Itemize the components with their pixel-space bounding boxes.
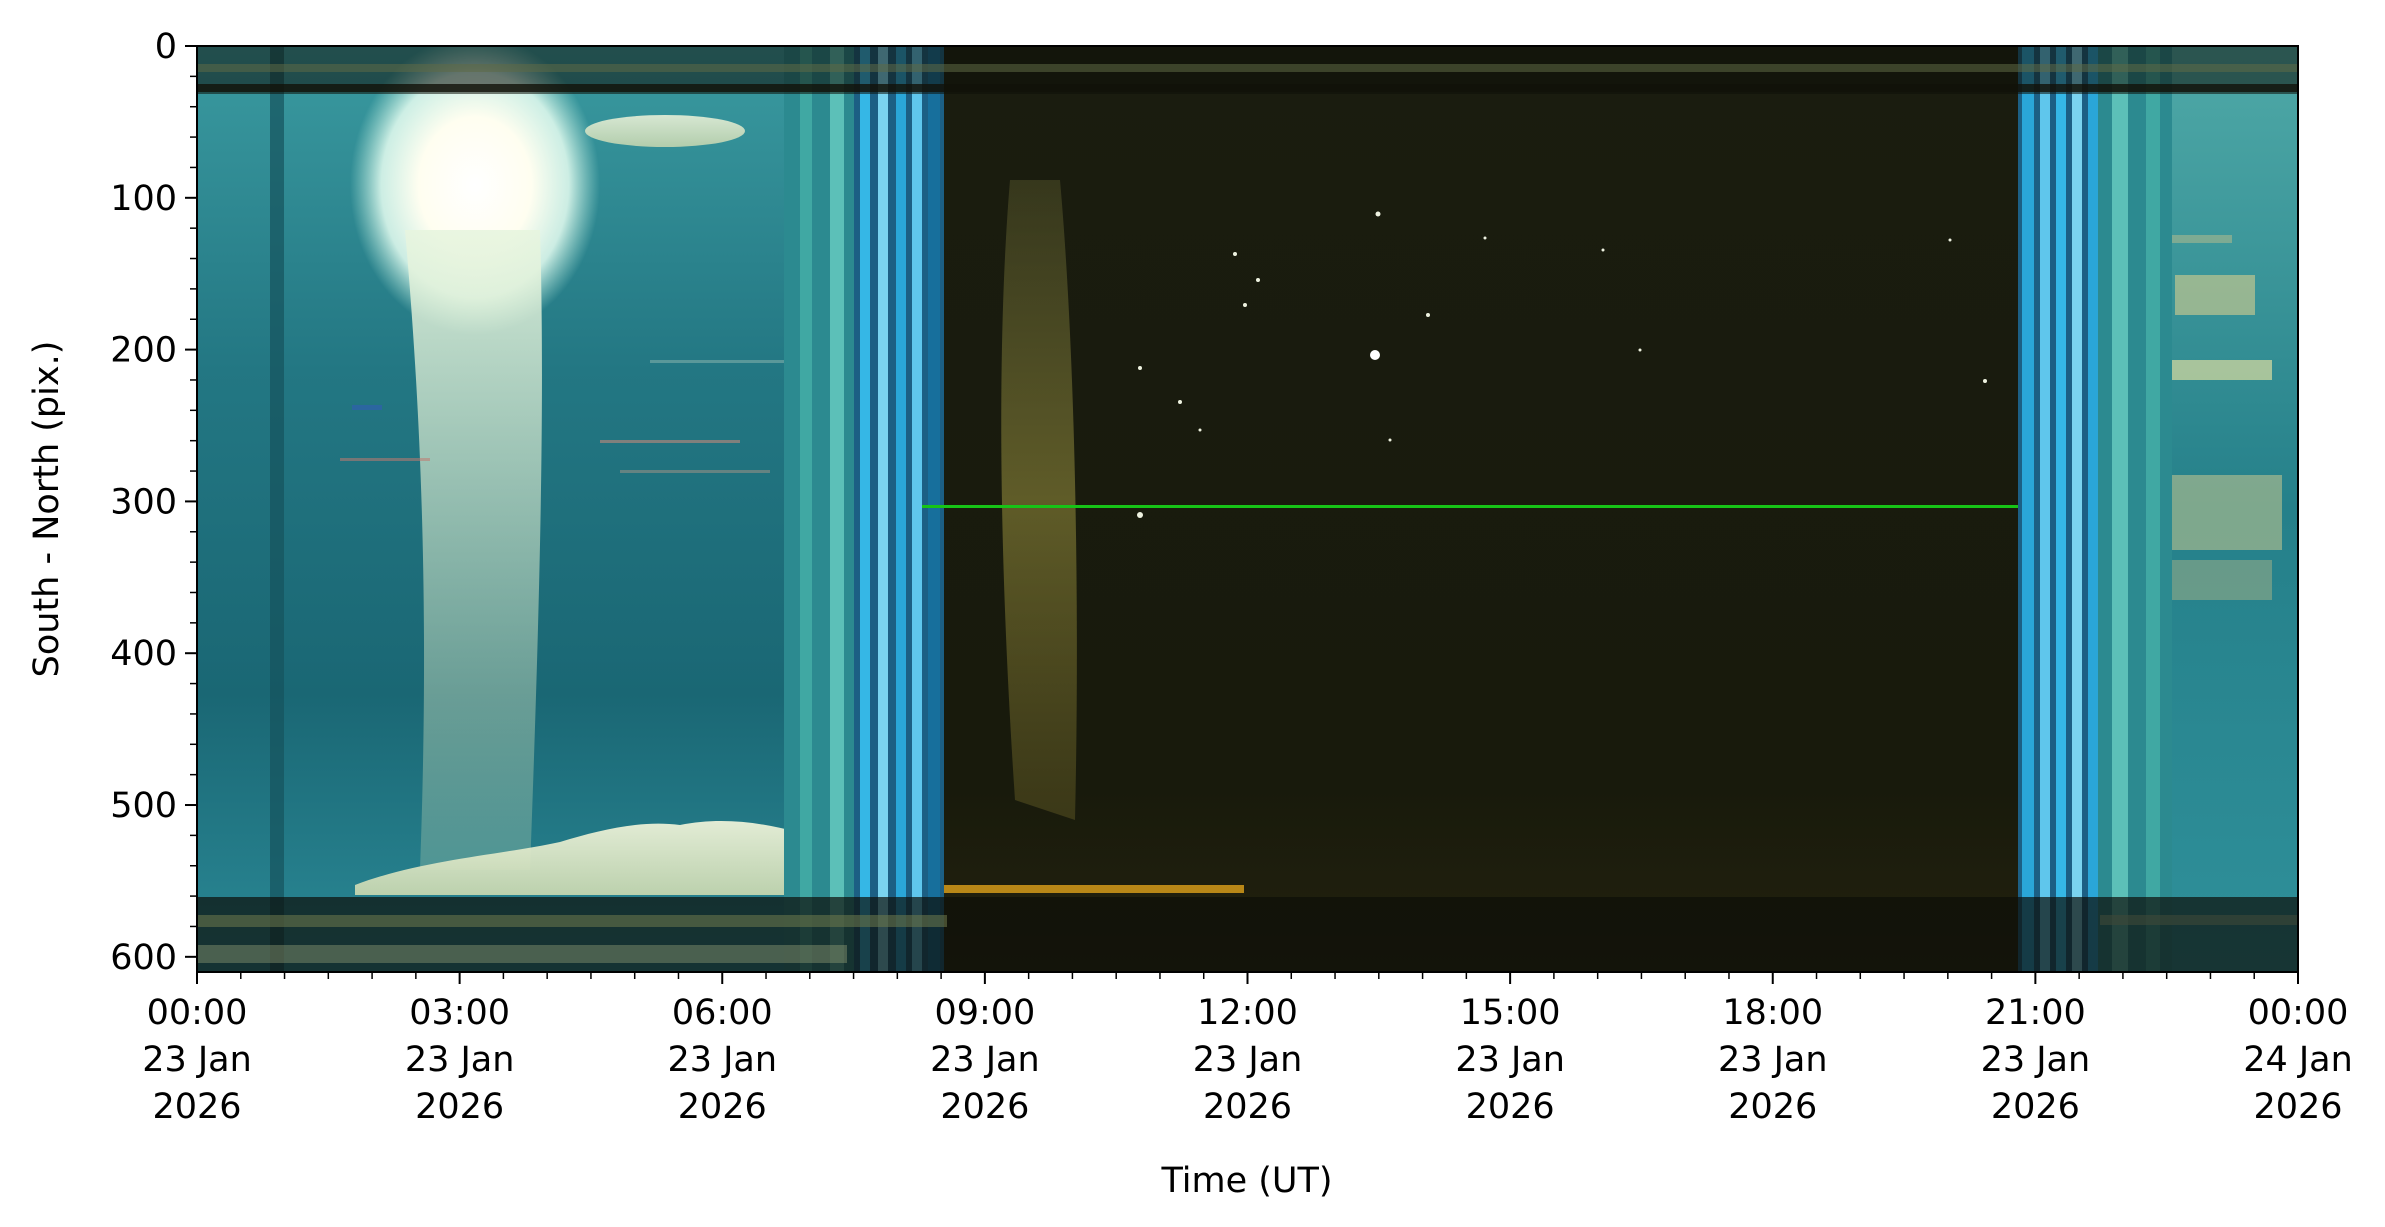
- y-tick-label: 100: [110, 179, 177, 219]
- twilight-stripe: [800, 46, 812, 972]
- y-tick-label: 500: [110, 786, 177, 826]
- twilight-stripe: [928, 46, 940, 972]
- y-tick-label: 300: [110, 482, 177, 522]
- cloud-band: [2172, 475, 2282, 550]
- cloud-streak: [600, 440, 740, 443]
- y-tick-label: 200: [110, 331, 177, 371]
- x-axis: 00:00 23 Jan 2026 03:00 23 Jan 2026 06:00 23 Ja…: [142, 972, 2353, 1127]
- star-field: [1137, 211, 1987, 518]
- twilight-stripe: [2088, 46, 2098, 972]
- cloud-band: [2172, 235, 2232, 243]
- cloud-streak: [620, 470, 770, 473]
- green-line: [922, 505, 2022, 508]
- bottom-band-line: [197, 945, 847, 963]
- x-tick-label: 00:00 24 Jan 2026: [2243, 993, 2353, 1127]
- y-tick-label: 400: [110, 634, 177, 674]
- twilight-stripe: [878, 46, 888, 972]
- bottom-band-line: [2100, 915, 2298, 925]
- twilight-stripe: [2056, 46, 2066, 972]
- y-axis: 0 100 200 300 400 500 600: [110, 27, 197, 978]
- y-tick-label: 0: [155, 27, 177, 67]
- x-tick-label: 00:00 23 Jan 2026: [142, 993, 252, 1127]
- bottom-band-line: [197, 915, 947, 927]
- twilight-stripe: [896, 46, 906, 972]
- x-tick-label: 21:00 23 Jan 2026: [1981, 993, 2091, 1127]
- top-band-line: [197, 84, 2298, 92]
- x-tick-label: 03:00 23 Jan 2026: [405, 993, 515, 1127]
- horizon-glow: [944, 885, 1244, 893]
- twilight-stripe: [2072, 46, 2082, 972]
- cloud-patch-upper: [585, 115, 745, 147]
- twilight-stripe: [2040, 46, 2050, 972]
- heatmap-image: [197, 46, 2298, 972]
- cloud-streak: [650, 360, 785, 363]
- x-axis-label: Time (UT): [1160, 1161, 1332, 1201]
- twilight-stripe: [2146, 46, 2160, 972]
- cloud-band: [2175, 275, 2255, 315]
- night-sky-region: [944, 46, 2018, 972]
- x-tick-label: 15:00 23 Jan 2026: [1455, 993, 1565, 1127]
- twilight-stripe: [2112, 46, 2128, 972]
- twilight-stripe: [2098, 46, 2172, 972]
- top-band-line: [197, 64, 2298, 72]
- day-sky-dark-column: [270, 46, 284, 972]
- y-tick-label: 600: [110, 938, 177, 978]
- cloud-band: [2172, 560, 2272, 600]
- y-axis-label: South - North (pix.): [27, 341, 67, 678]
- cloud-band: [2172, 360, 2272, 380]
- twilight-stripe: [830, 46, 844, 972]
- x-tick-label: 18:00 23 Jan 2026: [1718, 993, 1828, 1127]
- cloud-streak: [352, 405, 382, 410]
- x-tick-label: 12:00 23 Jan 2026: [1193, 993, 1303, 1127]
- sun-streak: [405, 230, 542, 870]
- twilight-stripe: [2022, 46, 2034, 972]
- x-tick-label: 09:00 23 Jan 2026: [930, 993, 1040, 1127]
- cloud-streak: [340, 458, 430, 461]
- cloud-bank-lower: [355, 821, 840, 895]
- x-tick-label: 06:00 23 Jan 2026: [667, 993, 777, 1127]
- twilight-stripe: [860, 46, 870, 972]
- bottom-band: [197, 897, 2298, 972]
- night-aurora-curtain: [1001, 180, 1077, 820]
- twilight-stripe: [912, 46, 922, 972]
